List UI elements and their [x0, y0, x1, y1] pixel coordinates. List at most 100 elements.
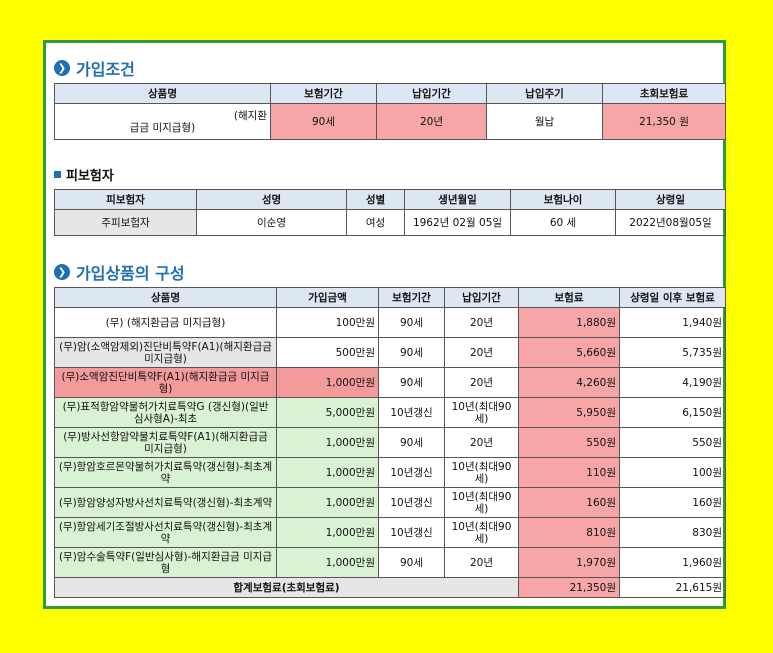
premium-cell: 5,950원 — [518, 397, 620, 428]
composition-section-title: ❯ 가입상품의 구성 — [54, 260, 185, 284]
premium-after-cell: 1,940원 — [619, 307, 726, 338]
header-name: 성명 — [196, 189, 347, 210]
pay-cycle-value: 월납 — [486, 103, 603, 140]
insured-gender: 여성 — [346, 209, 405, 236]
table-row: (무)항암양성자방사선치료특약(갱신형)-최초계약 1,000만원 10년갱신 10년… — [54, 487, 726, 518]
conditions-title-text: 가입조건 — [76, 60, 135, 79]
product-name-line2: 급금 미지급형) — [129, 121, 196, 134]
period-cell: 90세 — [378, 427, 445, 458]
amount-cell: 1,000만원 — [276, 517, 379, 548]
pay-period-cell: 20년 — [444, 367, 519, 398]
insured-birthdate: 1962년 02월 05일 — [404, 209, 511, 236]
header-product: 상품명 — [54, 287, 277, 308]
header-premium: 보험료 — [518, 287, 620, 308]
header-age: 보험나이 — [510, 189, 616, 210]
insured-section-title: 피보험자 — [54, 165, 114, 184]
pay-period-cell: 20년 — [444, 337, 519, 368]
header-birthdate: 생년월일 — [404, 189, 511, 210]
amount-cell: 1,000만원 — [276, 457, 379, 488]
header-age-change-date: 상령일 — [615, 189, 726, 210]
premium-after-cell: 5,735원 — [619, 337, 726, 368]
premium-after-cell: 160원 — [619, 487, 726, 518]
period-cell: 90세 — [378, 337, 445, 368]
insured-table: 피보험자 성명 성별 생년월일 보험나이 상령일 주피보험자 이순영 여성 19… — [54, 189, 726, 236]
product-name-cell: (무)소액암진단비특약F(A1)(해지환급금 미지급형) — [54, 367, 277, 398]
amount-cell: 5,000만원 — [276, 397, 379, 428]
chevron-right-circle-icon: ❯ — [54, 264, 70, 280]
period-value: 90세 — [270, 103, 377, 140]
period-cell: 10년갱신 — [378, 457, 445, 488]
header-pay-period: 납입기간 — [444, 287, 519, 308]
chevron-right-circle-icon: ❯ — [54, 60, 70, 76]
premium-after-cell: 830원 — [619, 517, 726, 548]
pay-period-cell: 10년(최대90세) — [444, 517, 519, 548]
premium-cell: 110원 — [518, 457, 620, 488]
table-row: (무)소액암진단비특약F(A1)(해지환급금 미지급형) 1,000만원 90세 20… — [54, 367, 726, 398]
premium-cell: 1,880원 — [518, 307, 620, 338]
header-gender: 성별 — [346, 189, 405, 210]
product-name-cell: (무)항암양성자방사선치료특약(갱신형)-최초계약 — [54, 487, 277, 518]
header-pay-period: 납입기간 — [376, 83, 487, 104]
product-name-cell: (무)암수술특약F(일반심사형)-해지환급금 미지급형 — [54, 547, 277, 578]
square-bullet-icon — [54, 171, 61, 178]
amount-cell: 1,000만원 — [276, 487, 379, 518]
pay-period-cell: 10년(최대90세) — [444, 487, 519, 518]
period-cell: 90세 — [378, 367, 445, 398]
header-period: 보험기간 — [378, 287, 445, 308]
premium-after-cell: 4,190원 — [619, 367, 726, 398]
pay-period-cell: 10년(최대90세) — [444, 457, 519, 488]
amount-cell: 500만원 — [276, 337, 379, 368]
amount-cell: 100만원 — [276, 307, 379, 338]
product-name-cell: (무)방사선항암약물치료특약F(A1)(해지환급금 미지급형) — [54, 427, 277, 458]
premium-cell: 4,260원 — [518, 367, 620, 398]
product-name-cell: (무) (해지환급금 미지급형) — [54, 307, 277, 338]
period-cell: 10년갱신 — [378, 487, 445, 518]
product-name-line1: (해지환 — [233, 109, 267, 122]
period-cell: 10년갱신 — [378, 397, 445, 428]
conditions-table: 상품명 보험기간 납입기간 납입주기 초회보험료 (해지환 급금 미지급형) 9… — [54, 83, 726, 140]
pay-period-cell: 10년(최대90세) — [444, 397, 519, 428]
header-period: 보험기간 — [270, 83, 377, 104]
pay-period-cell: 20년 — [444, 427, 519, 458]
period-cell: 90세 — [378, 307, 445, 338]
product-name-cell: (해지환 급금 미지급형) — [54, 103, 271, 140]
period-cell: 10년갱신 — [378, 517, 445, 548]
premium-after-cell: 100원 — [619, 457, 726, 488]
policy-summary-card: ❯ 가입조건 상품명 보험기간 납입기간 납입주기 초회보험료 (해지환 급금 … — [43, 40, 726, 609]
product-name-cell: (무)암(소액암제외)진단비특약F(A1)(해지환급금 미지급형) — [54, 337, 277, 368]
insured-age-change-date: 2022년08월05일 — [615, 209, 726, 236]
header-premium: 초회보험료 — [602, 83, 726, 104]
product-name-cell: (무)항암호르몬약물허가치료특약(갱신형)-최초계약 — [54, 457, 277, 488]
composition-title-text: 가입상품의 구성 — [76, 264, 185, 283]
premium-cell: 5,660원 — [518, 337, 620, 368]
pay-period-cell: 20년 — [444, 547, 519, 578]
header-premium-after: 상령일 이후 보험료 — [619, 287, 726, 308]
table-row: (무)암(소액암제외)진단비특약F(A1)(해지환급금 미지급형) 500만원 90… — [54, 337, 726, 368]
conditions-section-title: ❯ 가입조건 — [54, 56, 135, 80]
premium-value: 21,350 원 — [602, 103, 726, 140]
table-row: (무) (해지환급금 미지급형) 100만원 90세 20년 1,880원 1,940원 — [54, 307, 726, 338]
total-premium-after: 21,615원 — [619, 577, 726, 598]
premium-cell: 160원 — [518, 487, 620, 518]
composition-table: 상품명 가입금액 보험기간 납입기간 보험료 상령일 이후 보험료 (무) (해… — [54, 287, 726, 598]
header-product: 상품명 — [54, 83, 271, 104]
header-amount: 가입금액 — [276, 287, 379, 308]
table-row: (무)항암호르몬약물허가치료특약(갱신형)-최초계약 1,000만원 10년갱신 10… — [54, 457, 726, 488]
total-label: 합계보험료(초회보험료) — [54, 577, 519, 598]
premium-after-cell: 1,960원 — [619, 547, 726, 578]
premium-after-cell: 550원 — [619, 427, 726, 458]
table-row: (무)표적항암약물허가치료특약G (갱신형)(일반심사형A)-최초 5,000만원… — [54, 397, 726, 428]
insured-role: 주피보험자 — [54, 209, 197, 236]
header-insured: 피보험자 — [54, 189, 197, 210]
product-name-cell: (무)표적항암약물허가치료특약G (갱신형)(일반심사형A)-최초 — [54, 397, 277, 428]
total-premium: 21,350원 — [518, 577, 620, 598]
premium-after-cell: 6,150원 — [619, 397, 726, 428]
period-cell: 90세 — [378, 547, 445, 578]
insured-name: 이순영 — [196, 209, 347, 236]
table-row: (무)방사선항암약물치료특약F(A1)(해지환급금 미지급형) 1,000만원 90… — [54, 427, 726, 458]
premium-cell: 550원 — [518, 427, 620, 458]
pay-period-cell: 20년 — [444, 307, 519, 338]
table-row: (무)암수술특약F(일반심사형)-해지환급금 미지급형 1,000만원 90세 20년… — [54, 547, 726, 578]
amount-cell: 1,000만원 — [276, 427, 379, 458]
table-row: (무)항암세기조절방사선치료특약(갱신형)-최초계약 1,000만원 10년갱신 10… — [54, 517, 726, 548]
